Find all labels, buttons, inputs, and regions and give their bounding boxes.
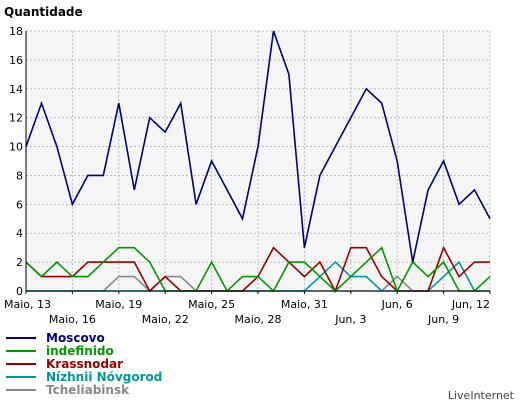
y-tick-label: 6 [16,198,23,211]
x-tick-label: Jun, 9 [427,313,459,326]
x-tick-label: Maio, 22 [142,313,189,326]
legend-label: indefinido [46,344,114,358]
x-tick-label: Jun, 6 [381,298,413,311]
y-tick-label: 14 [9,83,23,96]
legend-label: Tcheliabinsk [46,383,130,397]
legend-label: Nízhnii Nóvgorod [46,370,162,384]
credit-label: LiveInternet [448,389,515,402]
x-tick-label: Maio, 28 [234,313,281,326]
y-tick-label: 2 [16,256,23,269]
series-line-moscovo [25,30,491,263]
y-tick-label: 4 [16,227,23,240]
legend-label: Moscovo [46,331,105,345]
x-tick-label: Maio, 13 [4,298,51,311]
x-tick-label: Jun, 12 [451,298,490,311]
y-tick-label: 18 [9,25,23,38]
y-tick-label: 12 [9,112,23,125]
y-tick-label: 8 [16,169,23,182]
x-tick-label: Maio, 25 [188,298,235,311]
x-tick-label: Jun, 3 [334,313,366,326]
x-tick-labels: Maio, 13 Maio, 19 Maio, 25 Maio, 31 Jun, 6 Ju… [4,291,491,326]
y-axis-title: Quantidade [4,5,83,19]
y-tick-label: 10 [9,141,23,154]
legend-label: Krassnodar [46,357,123,371]
x-tick-label: Maio, 31 [281,298,328,311]
x-tick-label: Maio, 19 [95,298,142,311]
y-tick-label: 16 [9,54,23,67]
y-tick-label: 0 [16,285,23,298]
y-tick-labels: 0 2 4 6 8 10 12 14 16 18 [9,25,23,298]
x-tick-label: Maio, 16 [49,313,96,326]
